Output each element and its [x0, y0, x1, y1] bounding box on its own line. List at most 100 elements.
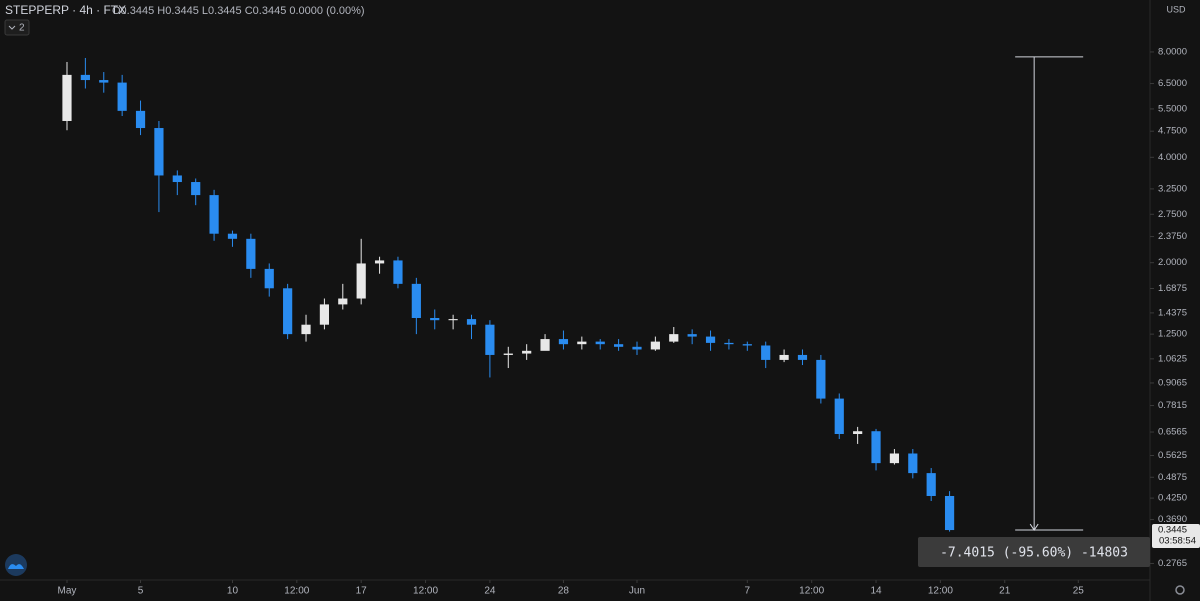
- candle-body: [577, 341, 587, 345]
- y-tick-label: 2.7500: [1158, 209, 1187, 220]
- gear[interactable]: [1175, 585, 1185, 595]
- y-tick-label: 4.0000: [1158, 152, 1187, 163]
- x-tick-label: 24: [484, 586, 496, 597]
- x-tick-label: 25: [1073, 586, 1085, 597]
- candle-body: [172, 175, 182, 183]
- candle-body: [650, 341, 660, 350]
- candle-body: [411, 283, 421, 318]
- y-tick-label: 1.2500: [1158, 329, 1187, 340]
- candle-body: [797, 354, 808, 360]
- candle-body: [705, 336, 716, 343]
- measure-arrow: [1029, 523, 1039, 531]
- candle-body: [356, 263, 366, 299]
- chart-title: STEPPERP · 4h · FTX: [5, 3, 126, 17]
- y-tick-label: 0.4875: [1158, 472, 1187, 483]
- indicator-count: 2: [19, 23, 25, 34]
- toggle-box[interactable]: [4, 19, 30, 36]
- candle-body: [779, 354, 789, 360]
- y-tick-label: 0.7815: [1158, 400, 1187, 411]
- y-tick-label: 2.0000: [1158, 257, 1187, 268]
- candle-body: [926, 473, 936, 496]
- candle-body: [191, 182, 201, 196]
- x-tick-label: 7: [745, 586, 751, 597]
- candle-body: [227, 233, 238, 239]
- candle-body: [301, 324, 311, 335]
- x-tick-label: 14: [870, 586, 882, 597]
- candle-body: [209, 195, 219, 234]
- x-tick-label: 12:00: [799, 586, 824, 597]
- x-tick-label: 12:00: [928, 586, 953, 597]
- candle-body: [522, 350, 532, 354]
- x-tick-label: 17: [356, 586, 368, 597]
- last-price: 0.3445: [1158, 525, 1187, 536]
- candle-body: [614, 344, 624, 347]
- candle-body: [80, 74, 90, 81]
- y-tick-label: 2.3750: [1158, 231, 1187, 242]
- ohlc-legend: O0.3445 H0.3445 L0.3445 C0.3445 0.0000 (…: [112, 5, 365, 17]
- logo[interactable]: [5, 554, 27, 576]
- candle-body: [117, 82, 127, 111]
- x-tick-label: 28: [558, 586, 570, 597]
- y-tick-label: 1.4375: [1158, 307, 1187, 318]
- last-price-box: [1152, 524, 1200, 549]
- y-tick-label: 0.6565: [1158, 427, 1187, 438]
- y-tick-label: 0.2765: [1158, 558, 1187, 569]
- candle-body: [908, 453, 918, 474]
- candle-body: [135, 110, 146, 129]
- x-tick-label: Jun: [629, 586, 645, 597]
- measure-label-box: [918, 537, 1150, 568]
- candle-body: [540, 339, 550, 351]
- candle-body: [558, 339, 569, 345]
- indicator-toggle[interactable]: 2: [4, 19, 30, 36]
- candle-body: [834, 398, 844, 435]
- settings-button[interactable]: [1175, 585, 1185, 595]
- candle-body: [742, 344, 752, 346]
- y-tick-label: 0.3690: [1158, 514, 1187, 525]
- candle-body: [669, 334, 679, 342]
- y-tick-label: 4.7500: [1158, 126, 1187, 137]
- candle-body: [264, 268, 274, 289]
- x-tick-label: 10: [227, 586, 239, 597]
- candle-body: [246, 238, 256, 269]
- candle-body: [374, 260, 385, 264]
- x-tick-label: 21: [999, 586, 1011, 597]
- candle-body: [338, 298, 348, 305]
- candle-body: [466, 319, 477, 325]
- candle-body: [761, 345, 771, 360]
- candle-body: [62, 74, 72, 121]
- candle-body: [319, 304, 330, 325]
- y-tick-label: 1.6875: [1158, 283, 1187, 294]
- y-tick-label: 5.5000: [1158, 103, 1187, 114]
- candle-body: [816, 359, 826, 399]
- countdown: 03:58:54: [1159, 536, 1196, 547]
- x-tick-label: 12:00: [284, 586, 309, 597]
- candle-body: [724, 342, 734, 345]
- x-tick-label: May: [58, 586, 77, 597]
- candle-body: [448, 319, 458, 321]
- candle-body: [99, 80, 109, 83]
- candle-body: [632, 346, 642, 350]
- candle-body: [595, 341, 605, 345]
- logo-shape: [8, 564, 24, 569]
- y-tick-label: 1.0625: [1158, 353, 1187, 364]
- x-tick-label: 5: [138, 586, 144, 597]
- currency-label: USD: [1166, 4, 1186, 14]
- candle-body: [485, 324, 495, 355]
- logo-circle[interactable]: [5, 554, 27, 576]
- y-tick-label: 3.2500: [1158, 183, 1187, 194]
- candle-body: [430, 317, 440, 321]
- candle-body: [944, 495, 955, 531]
- y-tick-label: 0.9065: [1158, 377, 1187, 388]
- candle-body: [853, 431, 863, 435]
- candle-body: [154, 128, 164, 176]
- candle-body: [283, 288, 293, 335]
- candle-body: [687, 334, 697, 337]
- y-tick-label: 8.0000: [1158, 46, 1187, 57]
- x-tick-label: 12:00: [413, 586, 438, 597]
- candle-body: [889, 453, 900, 464]
- y-tick-label: 0.4250: [1158, 493, 1187, 504]
- candle-body: [503, 353, 513, 355]
- candle-body: [393, 260, 403, 284]
- measure-label: -7.4015 (-95.60%) -14803: [940, 546, 1128, 561]
